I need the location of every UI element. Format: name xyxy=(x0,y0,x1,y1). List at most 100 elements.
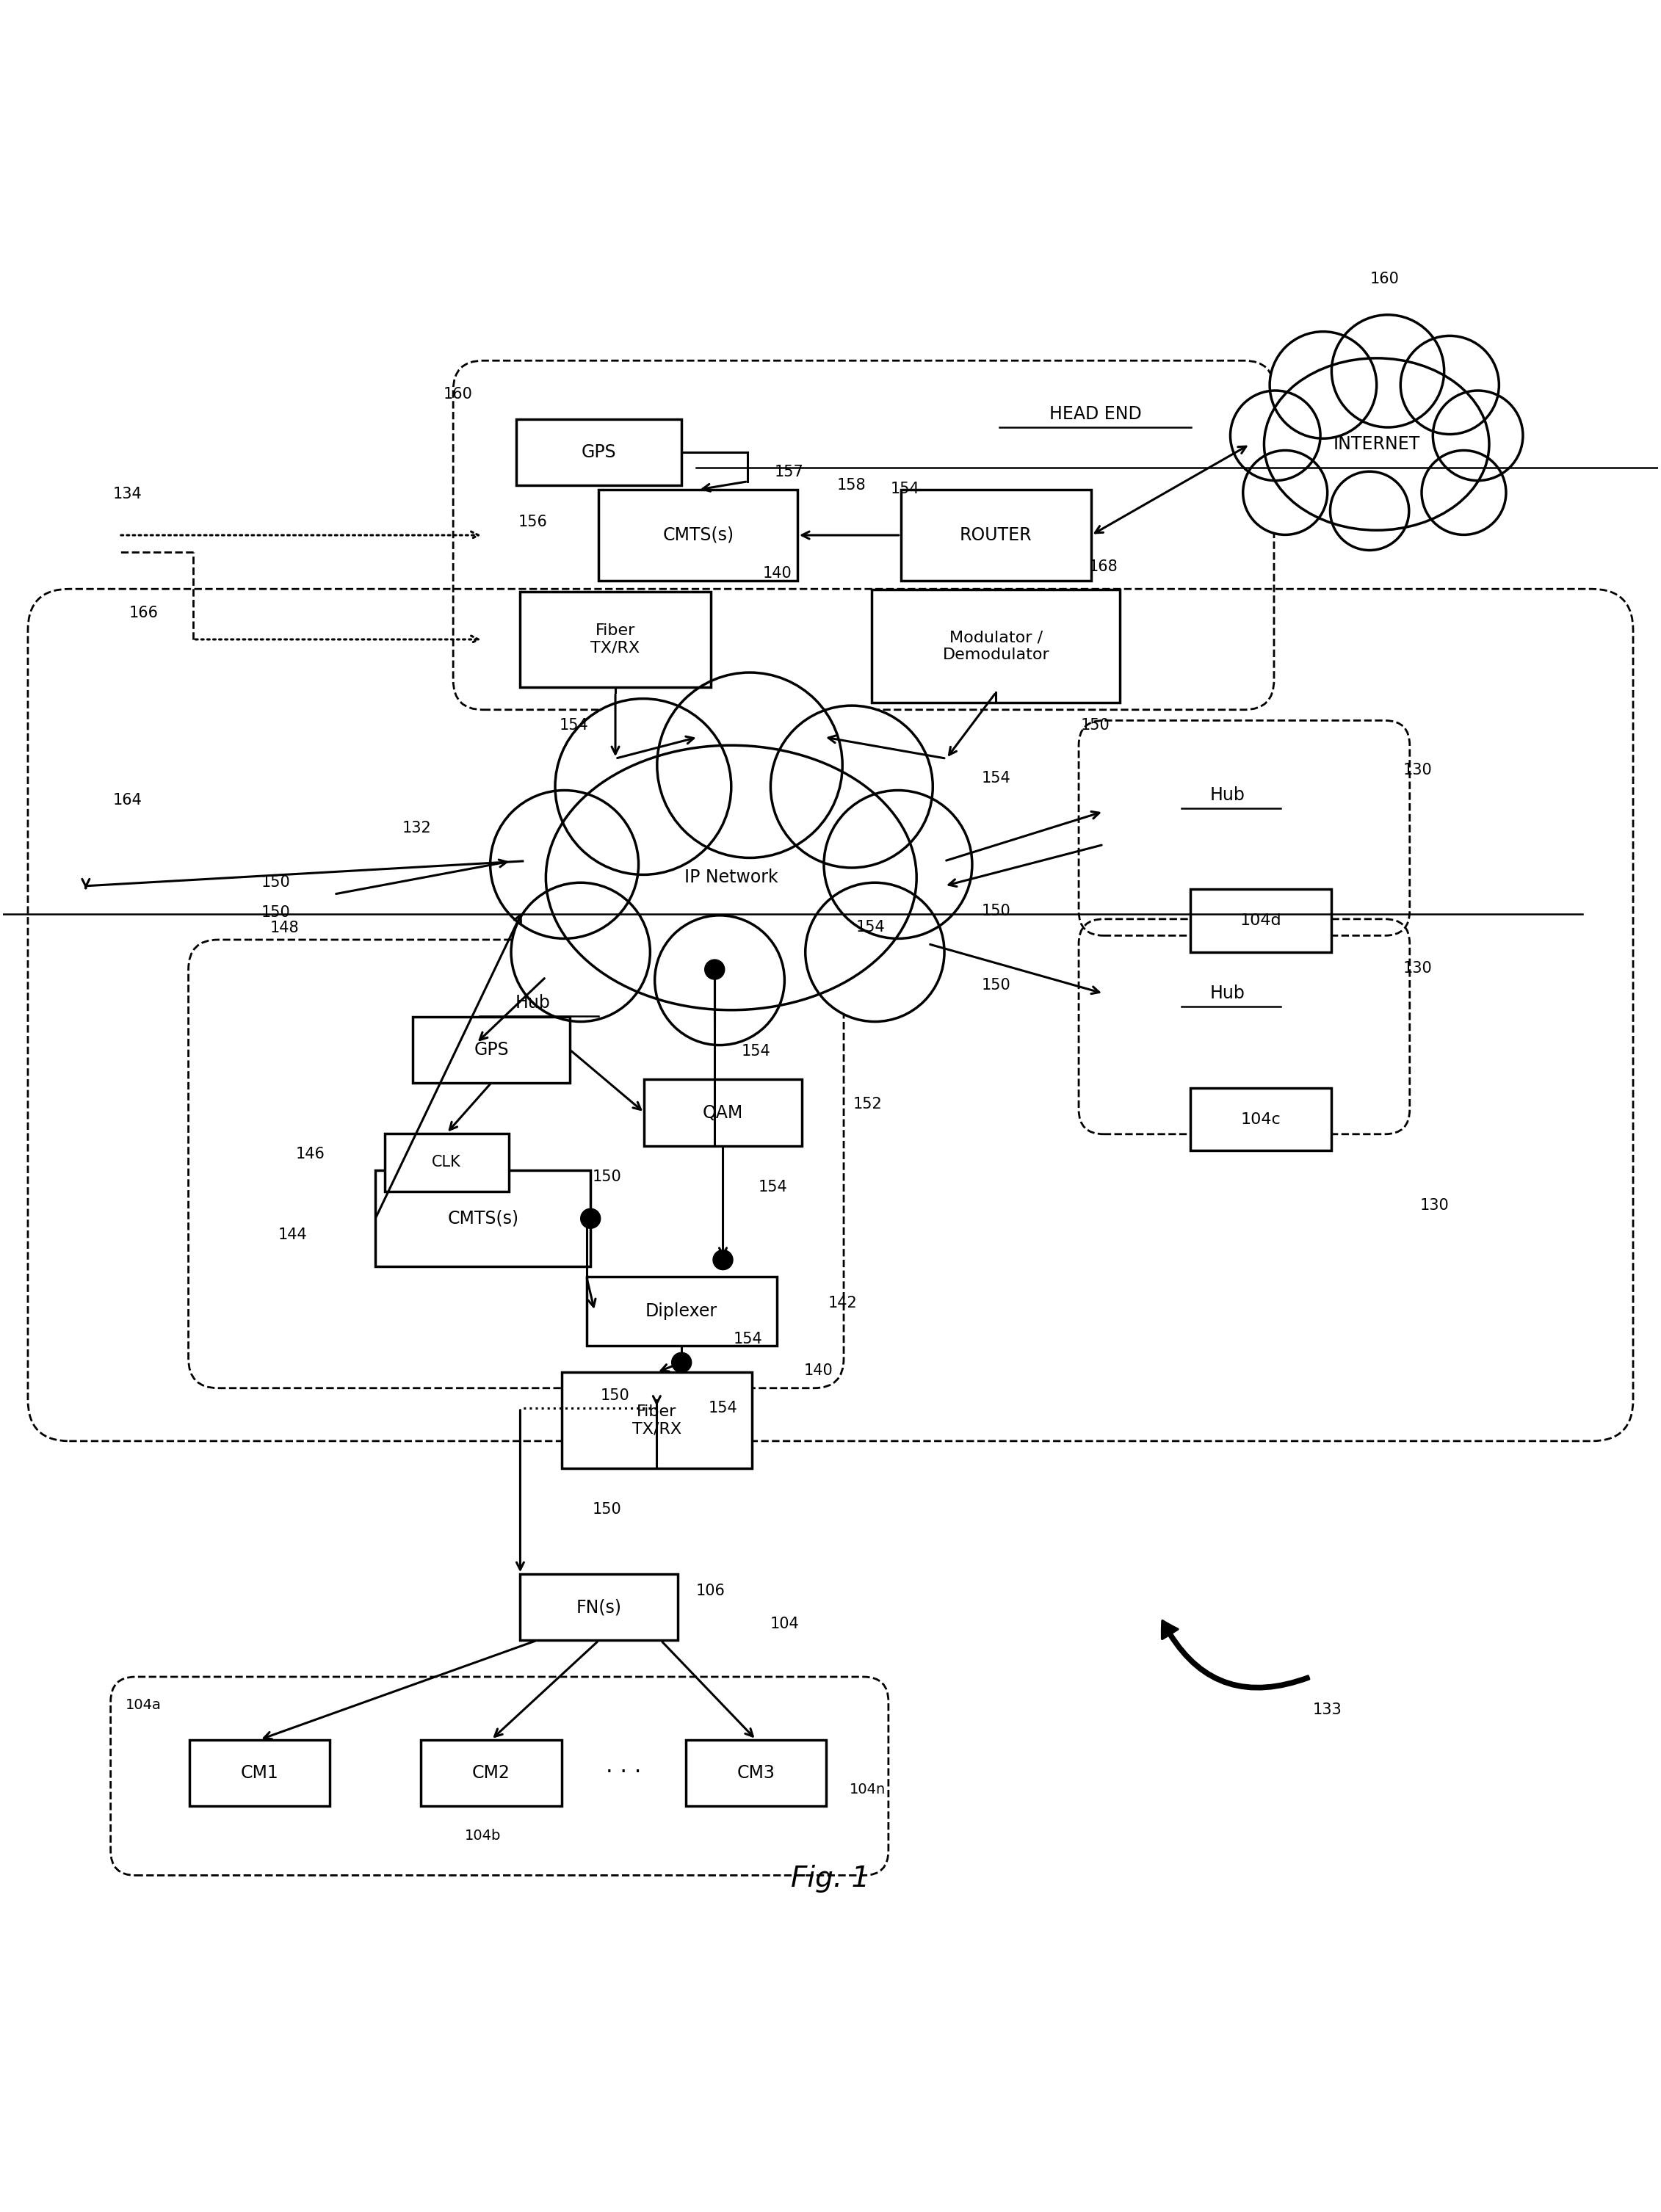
Text: 150: 150 xyxy=(261,876,291,889)
Text: 150: 150 xyxy=(982,978,1010,993)
Bar xyxy=(517,420,681,487)
Text: 133: 133 xyxy=(1312,1703,1342,1717)
Text: Diplexer: Diplexer xyxy=(646,1303,718,1321)
Text: Hub: Hub xyxy=(515,993,550,1011)
Text: 134: 134 xyxy=(113,487,141,502)
Text: 150: 150 xyxy=(601,1389,630,1402)
Circle shape xyxy=(1242,451,1327,535)
Circle shape xyxy=(771,706,933,867)
Circle shape xyxy=(806,883,945,1022)
Text: 166: 166 xyxy=(130,606,158,619)
Ellipse shape xyxy=(1264,358,1490,531)
Text: 154: 154 xyxy=(560,719,588,732)
Circle shape xyxy=(1433,392,1523,480)
Text: Fiber
TX/RX: Fiber TX/RX xyxy=(633,1405,681,1436)
Text: HEAD END: HEAD END xyxy=(1050,405,1141,422)
Circle shape xyxy=(1332,314,1443,427)
Circle shape xyxy=(704,960,724,980)
Text: 152: 152 xyxy=(854,1097,882,1113)
Text: 168: 168 xyxy=(1090,560,1118,573)
Circle shape xyxy=(713,1250,733,1270)
Circle shape xyxy=(658,672,842,858)
Circle shape xyxy=(555,699,731,874)
Bar xyxy=(384,1133,508,1192)
Circle shape xyxy=(1269,332,1377,438)
Text: 154: 154 xyxy=(890,482,920,495)
Bar xyxy=(520,591,711,688)
Text: CMTS(s): CMTS(s) xyxy=(663,526,734,544)
Text: Fiber
TX/RX: Fiber TX/RX xyxy=(591,624,639,655)
Text: CM3: CM3 xyxy=(737,1763,776,1781)
Text: 150: 150 xyxy=(593,1170,621,1183)
Text: CM2: CM2 xyxy=(472,1763,510,1781)
Text: 142: 142 xyxy=(829,1296,857,1310)
Bar xyxy=(686,1739,827,1805)
Bar xyxy=(412,1018,570,1084)
Text: 154: 154 xyxy=(982,772,1010,785)
Text: 158: 158 xyxy=(837,478,865,493)
Text: 104a: 104a xyxy=(126,1699,161,1712)
Text: 104d: 104d xyxy=(1241,914,1282,929)
Text: 154: 154 xyxy=(855,920,885,936)
Text: 150: 150 xyxy=(261,905,291,920)
Text: Hub: Hub xyxy=(1211,785,1246,803)
Text: CM1: CM1 xyxy=(241,1763,279,1781)
Text: 154: 154 xyxy=(708,1400,737,1416)
FancyArrowPatch shape xyxy=(1163,1621,1309,1690)
Text: 160: 160 xyxy=(443,387,473,403)
Text: CMTS(s): CMTS(s) xyxy=(447,1210,518,1228)
Text: 157: 157 xyxy=(774,465,804,480)
Text: 150: 150 xyxy=(982,902,1010,918)
Text: INTERNET: INTERNET xyxy=(1334,436,1420,453)
Circle shape xyxy=(581,1208,601,1228)
Text: 144: 144 xyxy=(277,1228,307,1243)
Bar xyxy=(420,1739,561,1805)
Text: QAM: QAM xyxy=(703,1104,742,1121)
Text: 150: 150 xyxy=(1081,719,1110,732)
Text: 154: 154 xyxy=(757,1179,787,1194)
Bar xyxy=(644,1079,802,1146)
Text: 130: 130 xyxy=(1404,962,1432,975)
Bar xyxy=(586,1276,777,1345)
Text: FN(s): FN(s) xyxy=(576,1599,621,1617)
Text: Modulator /
Demodulator: Modulator / Demodulator xyxy=(942,630,1050,661)
Text: GPS: GPS xyxy=(473,1042,508,1060)
Circle shape xyxy=(671,1352,691,1371)
Text: CLK: CLK xyxy=(432,1155,462,1170)
Bar xyxy=(1191,889,1330,951)
Ellipse shape xyxy=(546,745,917,1011)
Bar xyxy=(561,1371,752,1469)
Text: 104c: 104c xyxy=(1241,1113,1281,1126)
Text: 154: 154 xyxy=(741,1044,771,1060)
Circle shape xyxy=(512,883,649,1022)
Text: GPS: GPS xyxy=(581,445,616,462)
Circle shape xyxy=(1330,471,1409,551)
Text: · · ·: · · · xyxy=(606,1763,641,1783)
Text: 148: 148 xyxy=(269,920,299,936)
Text: 104b: 104b xyxy=(465,1829,502,1843)
Bar xyxy=(189,1739,331,1805)
Circle shape xyxy=(1231,392,1320,480)
Text: Hub: Hub xyxy=(1211,984,1246,1002)
Bar xyxy=(375,1170,591,1267)
Text: 156: 156 xyxy=(518,515,546,529)
Text: 154: 154 xyxy=(733,1332,762,1347)
Text: ROUTER: ROUTER xyxy=(960,526,1031,544)
Text: IP Network: IP Network xyxy=(684,869,777,887)
Bar xyxy=(600,489,797,582)
Text: Fig. 1: Fig. 1 xyxy=(791,1865,870,1893)
Text: 146: 146 xyxy=(296,1146,324,1161)
Text: 104n: 104n xyxy=(850,1783,885,1796)
Circle shape xyxy=(1422,451,1507,535)
Text: 150: 150 xyxy=(593,1502,621,1517)
Text: 130: 130 xyxy=(1420,1199,1448,1212)
Text: 104: 104 xyxy=(771,1617,799,1630)
Text: 132: 132 xyxy=(402,821,432,836)
Bar xyxy=(520,1575,678,1641)
Bar xyxy=(872,591,1120,701)
Text: 140: 140 xyxy=(762,566,792,580)
Circle shape xyxy=(1400,336,1498,434)
Text: 160: 160 xyxy=(1370,272,1400,285)
Text: 106: 106 xyxy=(696,1584,726,1597)
Bar xyxy=(900,489,1091,582)
